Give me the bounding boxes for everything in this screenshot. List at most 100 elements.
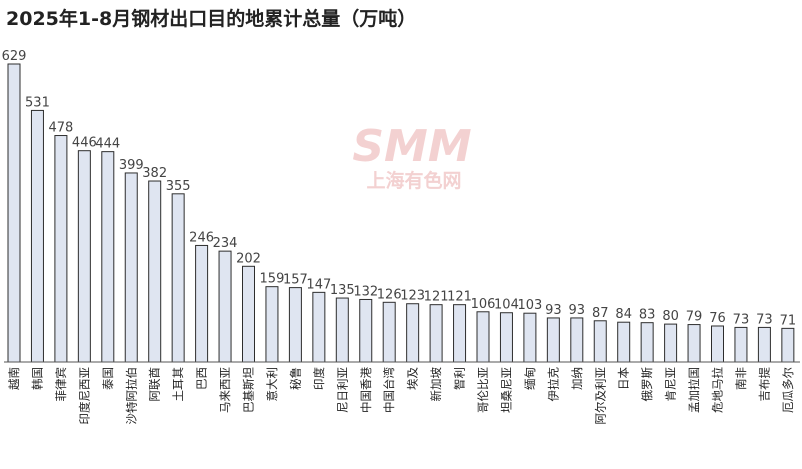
- value-label-12: 159: [260, 272, 285, 287]
- bar-27: [617, 321, 631, 363]
- category-label-14: 印度: [312, 367, 326, 390]
- category-label-17: 中国台湾: [382, 367, 396, 413]
- value-label-9: 246: [189, 230, 214, 245]
- category-label-10: 马来西亚: [218, 367, 232, 413]
- category-label-32: 南非: [734, 367, 748, 390]
- value-label-23: 103: [517, 298, 542, 313]
- value-label-17: 126: [377, 287, 402, 302]
- category-label-12: 意大利: [265, 367, 279, 402]
- value-label-18: 123: [400, 289, 425, 304]
- bar-20: [453, 304, 467, 363]
- category-label-19: 新加坡: [429, 367, 443, 402]
- category-label-21: 哥伦比亚: [476, 367, 490, 413]
- category-label-7: 阿联酋: [148, 367, 162, 402]
- category-label-25: 加纳: [570, 367, 584, 390]
- category-label-8: 土耳其: [171, 367, 185, 402]
- bar-24: [546, 317, 560, 363]
- value-label-19: 121: [424, 290, 449, 305]
- value-label-32: 73: [733, 312, 750, 327]
- value-label-4: 446: [72, 136, 97, 151]
- category-label-5: 泰国: [101, 367, 115, 390]
- value-label-10: 234: [213, 236, 238, 251]
- category-label-34: 厄瓜多尔: [781, 367, 795, 413]
- bar-22: [499, 312, 513, 363]
- category-label-24: 伊拉克: [546, 367, 560, 402]
- labels-layer: 629 越南 531 韩国 478 菲律宾 446 印度尼西亚 444 泰国 399 沙特阿拉伯 382…: [2, 49, 797, 425]
- chart-title: 2025年1-8月钢材出口目的地累计总量（万吨）: [6, 8, 417, 30]
- bar-32: [734, 326, 748, 363]
- value-label-21: 106: [471, 297, 496, 312]
- bar-28: [640, 322, 654, 363]
- value-label-31: 76: [709, 311, 726, 326]
- value-label-26: 87: [592, 306, 609, 321]
- watermark-subtext: 上海有色网: [366, 169, 461, 192]
- bar-30: [687, 324, 701, 363]
- category-label-16: 中国香港: [359, 367, 373, 413]
- value-label-1: 629: [2, 49, 27, 64]
- value-label-22: 104: [494, 298, 519, 313]
- bar-6: [124, 172, 138, 363]
- category-label-6: 沙特阿拉伯: [124, 367, 138, 425]
- value-label-13: 157: [283, 273, 308, 288]
- value-label-6: 399: [119, 158, 144, 173]
- watermark-logo: SMM: [352, 121, 471, 172]
- bar-15: [335, 297, 349, 363]
- value-label-25: 93: [569, 303, 586, 318]
- value-label-2: 531: [25, 95, 50, 110]
- category-label-11: 巴基斯坦: [242, 367, 256, 413]
- bar-16: [359, 298, 373, 363]
- bar-4: [77, 150, 91, 363]
- bar-11: [242, 265, 255, 363]
- category-label-20: 智利: [453, 367, 467, 390]
- bar-18: [406, 303, 420, 363]
- bar-21: [476, 311, 490, 363]
- category-label-23: 缅甸: [523, 367, 537, 390]
- value-label-11: 202: [236, 251, 261, 266]
- category-label-4: 印度尼西亚: [77, 367, 91, 425]
- bar-17: [382, 301, 396, 363]
- bar-33: [757, 326, 771, 363]
- value-label-5: 444: [95, 137, 120, 152]
- value-label-7: 382: [142, 166, 167, 181]
- category-label-30: 孟加拉国: [687, 367, 701, 413]
- category-label-18: 埃及: [406, 367, 420, 390]
- value-label-30: 79: [686, 310, 703, 325]
- category-label-13: 秘鲁: [288, 367, 302, 390]
- bar-25: [570, 317, 584, 363]
- category-label-3: 菲律宾: [54, 367, 68, 402]
- category-label-1: 越南: [7, 367, 21, 390]
- category-label-9: 巴西: [195, 367, 209, 390]
- bar-13: [288, 287, 302, 363]
- value-label-16: 132: [353, 284, 378, 299]
- category-label-15: 尼日利亚: [335, 367, 349, 413]
- category-label-2: 韩国: [30, 367, 44, 390]
- value-label-15: 135: [330, 283, 355, 298]
- bar-2: [30, 109, 44, 363]
- bars-layer: [7, 63, 795, 363]
- bar-34: [781, 327, 795, 363]
- value-label-33: 73: [756, 312, 773, 327]
- category-label-26: 阿尔及利亚: [593, 367, 607, 425]
- bar-8: [171, 193, 185, 363]
- bar-9: [195, 244, 209, 363]
- watermark: SMM 上海有色网: [352, 121, 471, 192]
- bar-26: [593, 320, 607, 363]
- value-label-3: 478: [48, 121, 73, 136]
- bar-5: [101, 151, 115, 363]
- bar-1: [7, 63, 21, 363]
- category-label-28: 俄罗斯: [640, 367, 654, 402]
- bar-19: [429, 304, 443, 363]
- bar-10: [218, 250, 232, 363]
- bar-7: [148, 180, 162, 363]
- category-label-27: 日本: [617, 367, 631, 390]
- value-label-14: 147: [306, 277, 331, 292]
- bar-12: [265, 286, 279, 363]
- bar-3: [54, 135, 68, 363]
- category-label-22: 坦桑尼亚: [499, 367, 513, 413]
- value-label-29: 80: [662, 309, 679, 324]
- value-label-8: 355: [166, 179, 191, 194]
- value-label-34: 71: [780, 313, 797, 328]
- bar-23: [523, 312, 537, 363]
- bar-29: [664, 323, 678, 363]
